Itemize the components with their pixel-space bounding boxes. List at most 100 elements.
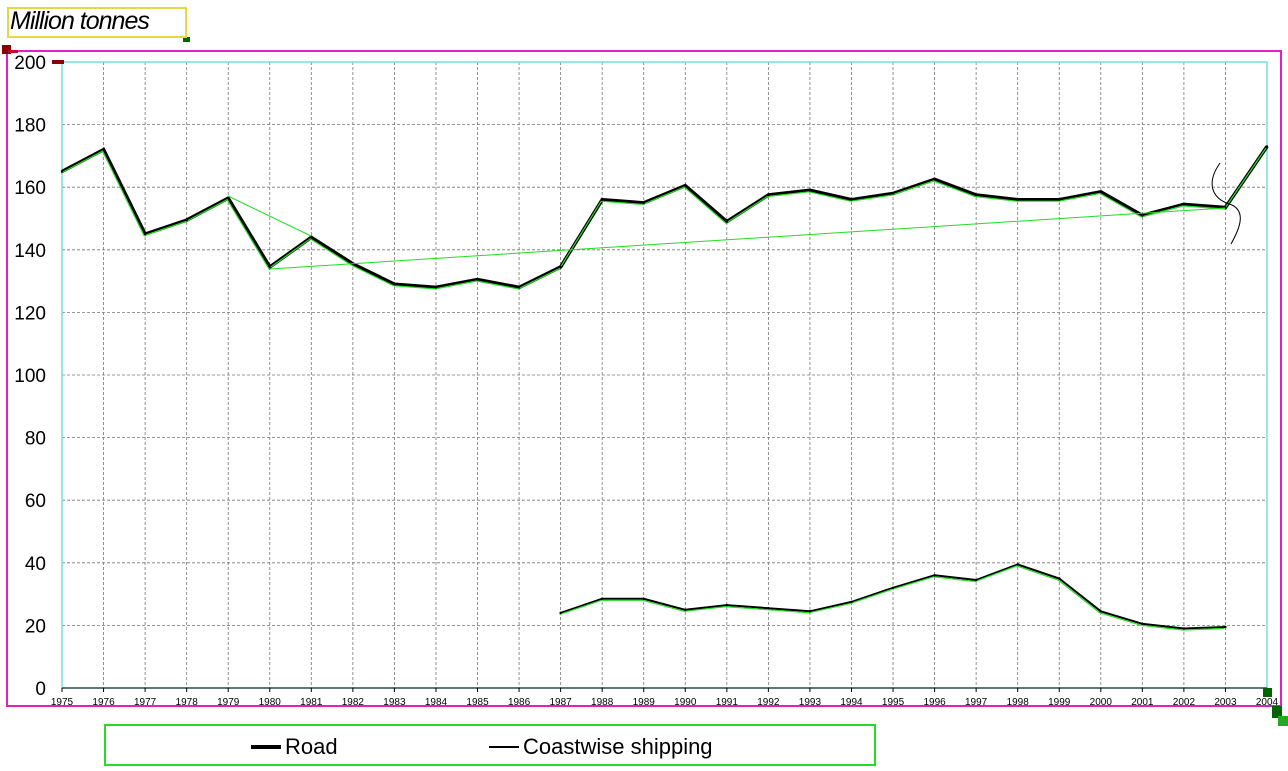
- x-tick-label: 1986: [508, 697, 531, 708]
- x-tick-label: 2000: [1090, 697, 1113, 708]
- x-tick-label: 1992: [757, 697, 780, 708]
- data-point: [684, 608, 687, 611]
- data-point: [600, 597, 604, 600]
- data-point: [1265, 145, 1269, 148]
- x-tick-label: 1997: [965, 697, 988, 708]
- y-tick-label: 0: [35, 679, 46, 700]
- data-point: [974, 193, 978, 197]
- y-axis-ticks: 0 20 40 60 80 100 120 140 160 180 200: [14, 53, 46, 700]
- legend-item-road: Road: [251, 734, 338, 760]
- data-point: [642, 597, 645, 600]
- chart-area-border: [6, 50, 1282, 707]
- trend-line-overlay: [269, 207, 1226, 270]
- data-point: [1182, 627, 1186, 630]
- x-tick-label: 1984: [425, 697, 448, 708]
- legend-swatch-coastwise: [489, 746, 519, 748]
- data-point: [684, 184, 687, 187]
- x-tick-label: 1978: [176, 697, 199, 708]
- series-overlay-road: [60, 147, 1267, 290]
- data-point: [1099, 610, 1102, 613]
- y-tick-label: 120: [14, 303, 46, 324]
- data-point: [974, 578, 978, 582]
- data-point: [1099, 190, 1102, 194]
- data-point: [933, 178, 936, 181]
- data-point: [1141, 622, 1144, 626]
- x-tick-label: 1987: [549, 697, 572, 708]
- x-tick-label: 1977: [134, 697, 157, 708]
- resize-handle-top-left[interactable]: [2, 45, 64, 64]
- data-point: [1016, 563, 1019, 566]
- x-tick-label: 2002: [1173, 697, 1196, 708]
- data-point: [850, 198, 853, 201]
- data-point: [102, 148, 105, 151]
- x-tick-label: 1998: [1007, 697, 1030, 708]
- x-tick-label: 1982: [342, 697, 365, 708]
- x-tick-label: 1991: [716, 697, 739, 708]
- data-point: [891, 586, 895, 590]
- data-point: [725, 603, 729, 607]
- data-point: [143, 232, 147, 236]
- data-point: [559, 611, 562, 615]
- chart-title: Million tonnes: [10, 7, 150, 35]
- legend-label-road: Road: [285, 734, 338, 759]
- x-tick-label: 1990: [674, 697, 697, 708]
- x-tick-label: 1996: [923, 697, 946, 708]
- x-tick-label: 1999: [1048, 697, 1071, 708]
- annotation-stroke: [1211, 162, 1241, 245]
- data-point: [310, 236, 313, 239]
- series-overlay-coastwise-shipping: [559, 565, 1225, 631]
- data-point: [227, 196, 230, 200]
- grid: [62, 62, 1267, 688]
- x-tick-label: 1979: [217, 697, 240, 708]
- legend-swatch-road: [251, 745, 281, 749]
- x-tick-label: 1988: [591, 697, 614, 708]
- resize-handle-bottom-right[interactable]: [1263, 688, 1288, 726]
- trend-line-overlay-upper: [227, 195, 312, 237]
- data-point: [933, 574, 936, 577]
- x-tick-label: 1994: [840, 697, 863, 708]
- y-tick-label: 60: [25, 491, 46, 512]
- data-point: [891, 192, 895, 195]
- data-point: [725, 220, 729, 223]
- legend[interactable]: Road Coastwise shipping: [104, 724, 876, 766]
- data-point: [600, 198, 604, 201]
- y-tick-label: 160: [14, 178, 46, 199]
- y-tick-label: 80: [25, 429, 46, 450]
- resize-handle-title[interactable]: [183, 37, 190, 42]
- y-tick-label: 180: [14, 116, 46, 137]
- data-point: [1224, 625, 1227, 629]
- data-point: [517, 286, 521, 289]
- y-tick-label: 40: [25, 554, 46, 575]
- series: [60, 145, 1269, 631]
- x-tick-label: 2001: [1131, 697, 1154, 708]
- data-point: [808, 189, 812, 192]
- x-tick-label: 1993: [799, 697, 822, 708]
- data-point: [1058, 198, 1061, 201]
- data-point: [767, 193, 770, 197]
- x-tick-label: 2003: [1214, 697, 1237, 708]
- data-point: [476, 278, 479, 281]
- data-point: [767, 606, 770, 610]
- data-point: [434, 286, 438, 289]
- y-tick-label: 200: [14, 53, 46, 74]
- x-tick-label: 1976: [92, 697, 115, 708]
- x-tick-label: 1995: [882, 697, 905, 708]
- x-axis-ticks: 1975 1976 1977 1978 1979 1980 1981 1982 1983 1984…: [51, 688, 1279, 708]
- series-line-road: [61, 145, 1269, 290]
- x-tick-label: 1985: [466, 697, 489, 708]
- y-tick-label: 20: [25, 616, 46, 637]
- data-point: [1182, 203, 1186, 206]
- x-tick-label: 1989: [633, 697, 656, 708]
- legend-label-coastwise: Coastwise shipping: [523, 734, 713, 759]
- data-point: [850, 600, 853, 604]
- legend-item-coastwise: Coastwise shipping: [489, 734, 713, 760]
- data-point: [642, 201, 645, 205]
- chart-title-box[interactable]: [7, 7, 187, 38]
- data-point: [1016, 198, 1019, 201]
- data-point: [808, 610, 812, 613]
- x-tick-label: 1975: [51, 697, 74, 708]
- x-tick-label: 2004: [1256, 697, 1279, 708]
- data-point: [559, 265, 562, 269]
- x-tick-label: 1983: [383, 697, 406, 708]
- data-point: [268, 265, 271, 269]
